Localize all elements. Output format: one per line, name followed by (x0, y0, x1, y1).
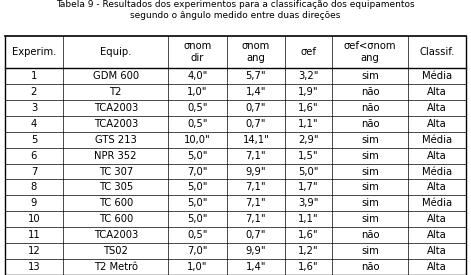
Text: Média: Média (422, 135, 452, 145)
Text: 1,0": 1,0" (187, 87, 208, 97)
Text: Experim.: Experim. (12, 47, 56, 57)
Text: σnom
ang: σnom ang (242, 41, 270, 63)
Text: 12: 12 (27, 246, 41, 256)
Text: Alta: Alta (427, 246, 447, 256)
Text: 3: 3 (31, 103, 37, 113)
Text: Alta: Alta (427, 230, 447, 240)
Text: sim: sim (361, 167, 379, 177)
Text: Alta: Alta (427, 119, 447, 129)
Text: 7,1": 7,1" (246, 214, 266, 224)
Text: sim: sim (361, 151, 379, 161)
Text: 1,6": 1,6" (298, 103, 319, 113)
Text: 7: 7 (31, 167, 37, 177)
Text: GDM 600: GDM 600 (93, 71, 139, 81)
Text: σnom
dir: σnom dir (183, 41, 211, 63)
Text: GTS 213: GTS 213 (95, 135, 137, 145)
Text: 9,9": 9,9" (246, 246, 266, 256)
Text: 0,5": 0,5" (187, 230, 208, 240)
Text: 1,4": 1,4" (246, 87, 266, 97)
Text: 0,7": 0,7" (246, 103, 266, 113)
Text: 5: 5 (31, 135, 37, 145)
Text: 1,0": 1,0" (187, 262, 208, 272)
Text: 2,9": 2,9" (298, 135, 319, 145)
Text: não: não (361, 103, 379, 113)
Text: sim: sim (361, 246, 379, 256)
Text: 4: 4 (31, 119, 37, 129)
Text: 5,0": 5,0" (187, 151, 208, 161)
Text: 5,0": 5,0" (187, 198, 208, 208)
Text: Alta: Alta (427, 103, 447, 113)
Text: 8: 8 (31, 182, 37, 192)
Text: Alta: Alta (427, 214, 447, 224)
Text: Média: Média (422, 198, 452, 208)
Text: sim: sim (361, 214, 379, 224)
Text: 5,0": 5,0" (298, 167, 319, 177)
Text: σef<σnom
ang: σef<σnom ang (344, 41, 396, 63)
Text: 1,1": 1,1" (298, 119, 319, 129)
Text: Alta: Alta (427, 182, 447, 192)
Text: TC 600: TC 600 (98, 198, 133, 208)
Text: 7,1": 7,1" (246, 151, 266, 161)
Text: Média: Média (422, 71, 452, 81)
Text: Equip.: Equip. (100, 47, 131, 57)
Text: 9: 9 (31, 198, 37, 208)
Text: 7,0": 7,0" (187, 246, 208, 256)
Text: 1,2": 1,2" (298, 246, 319, 256)
Text: 9,9": 9,9" (246, 167, 266, 177)
Text: 1,9": 1,9" (298, 87, 319, 97)
Text: Alta: Alta (427, 151, 447, 161)
Text: Média: Média (422, 167, 452, 177)
Text: T2: T2 (110, 87, 122, 97)
Text: 11: 11 (27, 230, 41, 240)
Text: 14,1": 14,1" (243, 135, 269, 145)
Text: 1,6": 1,6" (298, 262, 319, 272)
Text: Alta: Alta (427, 262, 447, 272)
Text: Tabela 9 - Resultados dos experimentos para a classificação dos equipamentos
seg: Tabela 9 - Resultados dos experimentos p… (56, 0, 415, 20)
Text: 3,9": 3,9" (298, 198, 319, 208)
Text: não: não (361, 262, 379, 272)
Text: 6: 6 (31, 151, 37, 161)
Text: 2: 2 (31, 87, 37, 97)
Text: 7,1": 7,1" (246, 198, 266, 208)
Text: 1,6": 1,6" (298, 230, 319, 240)
Text: 7,0": 7,0" (187, 167, 208, 177)
Text: Classif.: Classif. (419, 47, 455, 57)
Text: 10,0": 10,0" (184, 135, 211, 145)
Text: TC 600: TC 600 (98, 214, 133, 224)
Text: 5,0": 5,0" (187, 214, 208, 224)
Text: TS02: TS02 (103, 246, 128, 256)
Text: 1,4": 1,4" (246, 262, 266, 272)
Text: 10: 10 (28, 214, 40, 224)
Text: 3,2": 3,2" (298, 71, 319, 81)
Text: 13: 13 (28, 262, 40, 272)
Text: σef: σef (300, 47, 317, 57)
Text: TCA2003: TCA2003 (94, 119, 138, 129)
Text: sim: sim (361, 135, 379, 145)
Text: não: não (361, 230, 379, 240)
Text: TC 305: TC 305 (98, 182, 133, 192)
Text: 5,7": 5,7" (246, 71, 266, 81)
Text: sim: sim (361, 198, 379, 208)
Text: 4,0": 4,0" (187, 71, 208, 81)
Text: 1,1": 1,1" (298, 214, 319, 224)
Text: sim: sim (361, 71, 379, 81)
Text: TCA2003: TCA2003 (94, 103, 138, 113)
Text: Alta: Alta (427, 87, 447, 97)
Text: não: não (361, 119, 379, 129)
Text: 5,0": 5,0" (187, 182, 208, 192)
Text: 0,7": 0,7" (246, 119, 266, 129)
Text: 0,7": 0,7" (246, 230, 266, 240)
Text: 1,7": 1,7" (298, 182, 319, 192)
Text: NPR 352: NPR 352 (95, 151, 137, 161)
Text: TCA2003: TCA2003 (94, 230, 138, 240)
Text: TC 307: TC 307 (98, 167, 133, 177)
Text: 1,5": 1,5" (298, 151, 319, 161)
Text: 0,5": 0,5" (187, 119, 208, 129)
Text: T2 Metrô: T2 Metrô (94, 262, 138, 272)
Text: 7,1": 7,1" (246, 182, 266, 192)
Text: 1: 1 (31, 71, 37, 81)
Text: sim: sim (361, 182, 379, 192)
Text: não: não (361, 87, 379, 97)
Text: 0,5": 0,5" (187, 103, 208, 113)
